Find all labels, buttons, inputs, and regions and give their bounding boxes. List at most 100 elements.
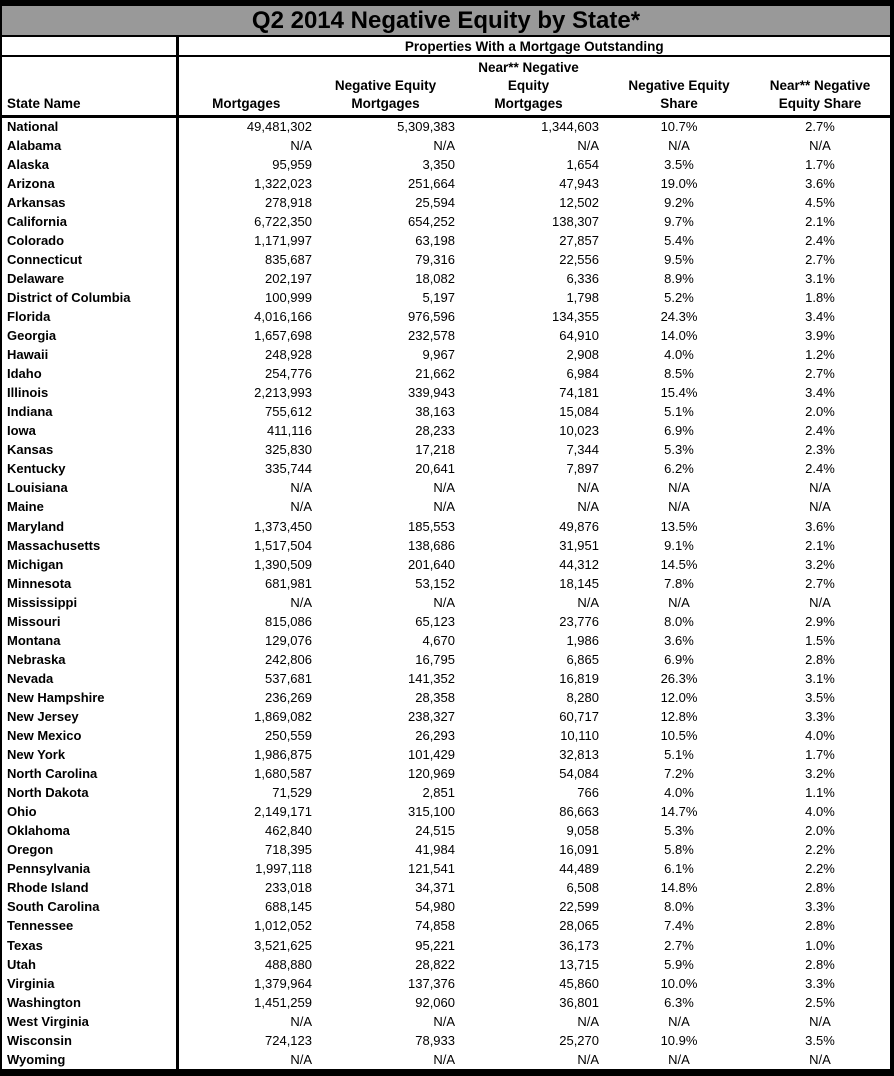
- negative-equity-share-cell: N/A: [668, 137, 690, 153]
- state-name-cell: Pennsylvania: [2, 859, 179, 879]
- near-negative-equity-share-cell: 3.3%: [805, 899, 835, 915]
- negative-equity-share-cell: 15.4%: [660, 385, 698, 401]
- negative-equity-mortgages-cell: N/A: [433, 1013, 455, 1029]
- near-negative-equity-mortgages-cell: 2,908: [566, 347, 599, 363]
- near-negative-equity-share-cell: 2.2%: [805, 842, 835, 858]
- near-negative-equity-mortgages-cell: N/A: [577, 1051, 599, 1067]
- table-row: New Jersey 1,869,082 238,327 60,717 12.8…: [2, 706, 890, 726]
- mortgages-cell: 718,395: [265, 842, 312, 858]
- near-negative-equity-mortgages-cell: N/A: [577, 594, 599, 610]
- near-negative-equity-share-cell: 2.8%: [805, 956, 835, 972]
- negative-equity-mortgages-cell: 201,640: [408, 556, 455, 572]
- mortgages-cell: 835,687: [265, 251, 312, 267]
- near-negative-equity-mortgages-cell: 13,715: [559, 956, 599, 972]
- negative-equity-share-cell: 9.2%: [664, 194, 694, 210]
- near-negative-equity-share-cell: 1.1%: [805, 785, 835, 801]
- table-row: Tennessee 1,012,052 74,858 28,065 7.4% 2…: [2, 916, 890, 936]
- mortgages-cell: 250,559: [265, 728, 312, 744]
- header-line: Negative Equity: [334, 78, 437, 93]
- near-negative-equity-share-cell: 2.4%: [805, 461, 835, 477]
- header-line: Near** Negative: [478, 60, 579, 75]
- negative-equity-mortgages-cell: 137,376: [408, 975, 455, 991]
- state-name-cell: North Dakota: [2, 783, 179, 803]
- near-negative-equity-mortgages-cell: 44,312: [559, 556, 599, 572]
- near-negative-equity-share-cell: 1.5%: [805, 632, 835, 648]
- negative-equity-share-cell: 14.0%: [660, 328, 698, 344]
- table-row: New Mexico 250,559 26,293 10,110 10.5% 4…: [2, 726, 890, 746]
- state-name-cell: Massachusetts: [2, 535, 179, 555]
- near-negative-equity-mortgages-cell: 9,058: [566, 823, 599, 839]
- near-negative-equity-mortgages-cell: 86,663: [559, 804, 599, 820]
- group-header-row: Properties With a Mortgage Outstanding: [2, 37, 890, 57]
- near-negative-equity-mortgages-cell: 16,091: [559, 842, 599, 858]
- column-header-mortgages-label: Mortgages: [212, 96, 281, 111]
- mortgages-cell: N/A: [290, 480, 312, 496]
- mortgages-cell: 1,171,997: [254, 232, 312, 248]
- state-name-cell: Connecticut: [2, 249, 179, 269]
- table-row: Washington 1,451,259 92,060 36,801 6.3% …: [2, 992, 890, 1012]
- table-row: Massachusetts 1,517,504 138,686 31,951 9…: [2, 535, 890, 555]
- negative-equity-mortgages-cell: 4,670: [422, 632, 455, 648]
- negative-equity-mortgages-cell: 63,198: [415, 232, 455, 248]
- near-negative-equity-share-cell: 2.7%: [805, 251, 835, 267]
- header-line: Equity: [507, 78, 550, 93]
- near-negative-equity-mortgages-cell: 36,173: [559, 937, 599, 953]
- negative-equity-share-cell: 3.6%: [664, 632, 694, 648]
- near-negative-equity-share-cell: 2.7%: [805, 575, 835, 591]
- near-negative-equity-share-cell: 1.8%: [805, 289, 835, 305]
- negative-equity-mortgages-cell: 339,943: [408, 385, 455, 401]
- negative-equity-mortgages-cell: 74,858: [415, 918, 455, 934]
- report-title: Q2 2014 Negative Equity by State*: [2, 0, 890, 37]
- near-negative-equity-share-cell: N/A: [809, 594, 831, 610]
- table-row: Virginia 1,379,964 137,376 45,860 10.0% …: [2, 973, 890, 993]
- negative-equity-share-cell: 5.3%: [664, 442, 694, 458]
- table-row: Maryland 1,373,450 185,553 49,876 13.5% …: [2, 516, 890, 536]
- mortgages-cell: N/A: [290, 1051, 312, 1067]
- table-row: Alaska 95,959 3,350 1,654 3.5% 1.7%: [2, 154, 890, 174]
- near-negative-equity-share-cell: N/A: [809, 480, 831, 496]
- state-name-cell: Wyoming: [2, 1049, 179, 1069]
- negative-equity-mortgages-cell: 79,316: [415, 251, 455, 267]
- column-header-negative-equity-mortgages: Negative Equity Mortgages: [314, 56, 457, 118]
- table-row: Delaware 202,197 18,082 6,336 8.9% 3.1%: [2, 268, 890, 288]
- near-negative-equity-mortgages-cell: 64,910: [559, 328, 599, 344]
- near-negative-equity-mortgages-cell: 25,270: [559, 1032, 599, 1048]
- table-row: Alabama N/A N/A N/A N/A N/A: [2, 135, 890, 155]
- near-negative-equity-mortgages-cell: 18,145: [559, 575, 599, 591]
- negative-equity-mortgages-cell: 28,822: [415, 956, 455, 972]
- mortgages-cell: 537,681: [265, 670, 312, 686]
- near-negative-equity-share-cell: 1.0%: [805, 937, 835, 953]
- near-negative-equity-mortgages-cell: N/A: [577, 480, 599, 496]
- near-negative-equity-mortgages-cell: 54,084: [559, 766, 599, 782]
- state-name-cell: Louisiana: [2, 478, 179, 498]
- near-negative-equity-mortgages-cell: 1,798: [566, 289, 599, 305]
- state-name-cell: Michigan: [2, 554, 179, 574]
- near-negative-equity-mortgages-cell: 22,599: [559, 899, 599, 915]
- state-name-cell: Virginia: [2, 973, 179, 993]
- near-negative-equity-share-cell: 2.8%: [805, 651, 835, 667]
- negative-equity-share-cell: 13.5%: [660, 518, 698, 534]
- near-negative-equity-share-cell: 2.5%: [805, 994, 835, 1010]
- near-negative-equity-mortgages-cell: 6,865: [566, 651, 599, 667]
- mortgages-cell: 1,517,504: [254, 537, 312, 553]
- near-negative-equity-mortgages-cell: 10,023: [559, 423, 599, 439]
- table-row: Iowa 411,116 28,233 10,023 6.9% 2.4%: [2, 421, 890, 441]
- mortgages-cell: 815,086: [265, 613, 312, 629]
- state-name-cell: Washington: [2, 992, 179, 1012]
- table-row: Kentucky 335,744 20,641 7,897 6.2% 2.4%: [2, 459, 890, 479]
- near-negative-equity-share-cell: 4.0%: [805, 728, 835, 744]
- mortgages-cell: 248,928: [265, 347, 312, 363]
- negative-equity-share-cell: 10.9%: [660, 1032, 698, 1048]
- mortgages-cell: N/A: [290, 499, 312, 515]
- mortgages-cell: 1,997,118: [255, 861, 312, 877]
- mortgages-cell: 2,213,993: [254, 385, 312, 401]
- negative-equity-mortgages-cell: 121,541: [408, 861, 455, 877]
- near-negative-equity-mortgages-cell: 45,860: [559, 975, 599, 991]
- negative-equity-mortgages-cell: 65,123: [415, 613, 455, 629]
- near-negative-equity-share-cell: N/A: [809, 137, 831, 153]
- negative-equity-share-cell: 9.5%: [664, 251, 694, 267]
- negative-equity-share-cell: 6.9%: [664, 651, 694, 667]
- negative-equity-share-cell: 5.3%: [664, 823, 694, 839]
- mortgages-cell: 49,481,302: [246, 119, 312, 135]
- state-name-cell: Iowa: [2, 421, 179, 441]
